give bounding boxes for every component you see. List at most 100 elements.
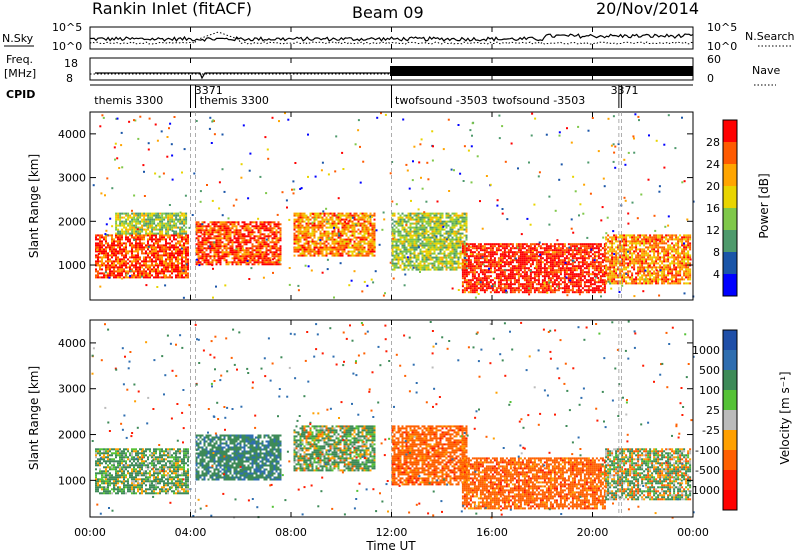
heatmap-cell	[491, 261, 494, 264]
heatmap-cell	[547, 271, 550, 274]
heatmap-cell	[223, 229, 226, 232]
heatmap-cell	[259, 233, 262, 236]
heatmap-cell	[541, 267, 544, 270]
heatmap-cell	[119, 262, 121, 265]
heatmap-cell	[365, 242, 368, 245]
heatmap-cell	[343, 228, 346, 231]
heatmap-cell	[531, 259, 534, 262]
heatmap-cell	[243, 261, 246, 264]
heatmap-cell	[229, 223, 232, 226]
heatmap-cell	[143, 272, 145, 275]
heatmap-cell	[167, 222, 170, 225]
heatmap-cell	[471, 287, 474, 290]
heatmap-cell	[583, 261, 586, 264]
heatmap-cell	[505, 261, 508, 264]
heatmap-cell	[507, 287, 510, 290]
heatmap-cell	[341, 244, 344, 247]
heatmap-cell	[437, 246, 440, 249]
heatmap-cell	[573, 247, 576, 250]
heatmap-cell	[565, 285, 568, 288]
heatmap-cell	[555, 263, 558, 266]
heatmap-cell	[321, 212, 324, 215]
heatmap-cell	[503, 283, 506, 286]
heatmap-cell	[183, 246, 185, 249]
heatmap-cell	[521, 251, 524, 254]
heatmap-cell	[539, 247, 542, 250]
heatmap-cell	[215, 239, 218, 242]
heatmap-cell	[183, 244, 185, 247]
heatmap-cell	[529, 275, 532, 278]
heatmap-cell	[425, 244, 428, 247]
heatmap-cell	[167, 258, 169, 261]
heatmap-cell	[131, 264, 133, 267]
heatmap-cell	[591, 291, 594, 294]
heatmap-cell	[573, 283, 576, 286]
heatmap-cell	[611, 280, 614, 283]
heatmap-cell	[329, 224, 332, 227]
heatmap-cell	[179, 216, 182, 219]
heatmap-cell	[481, 273, 484, 276]
heatmap-cell	[465, 255, 468, 258]
heatmap-cell	[509, 291, 512, 294]
heatmap-cell	[307, 244, 310, 247]
heatmap-cell	[299, 246, 302, 249]
heatmap-cell	[335, 234, 338, 237]
heatmap-cell	[509, 269, 512, 272]
heatmap-cell	[431, 256, 434, 259]
heatmap-cell	[241, 225, 244, 228]
heatmap-cell	[303, 226, 306, 229]
heatmap-cell	[307, 232, 310, 235]
heatmap-cell	[497, 247, 500, 250]
heatmap-cell	[477, 253, 480, 256]
heatmap-cell	[583, 257, 586, 260]
heatmap-cell	[217, 253, 220, 256]
heatmap-cell	[479, 279, 482, 282]
heatmap-cell	[235, 229, 238, 232]
heatmap-cell	[611, 240, 614, 243]
heatmap-cell	[563, 251, 566, 254]
heatmap-cell	[417, 212, 420, 215]
heatmap-cell	[265, 243, 268, 246]
heatmap-cell	[605, 280, 608, 283]
heatmap-cell	[455, 244, 458, 247]
heatmap-cell	[337, 240, 340, 243]
heatmap-cell	[337, 246, 340, 249]
heatmap-cell	[199, 225, 202, 228]
heatmap-cell	[225, 255, 228, 258]
heatmap-cell	[393, 228, 396, 231]
heatmap-cell	[461, 216, 464, 219]
heatmap-cell	[149, 270, 151, 273]
heatmap-cell	[547, 287, 550, 290]
heatmap-cell	[519, 249, 522, 252]
heatmap-cell	[199, 261, 202, 264]
heatmap-cell	[533, 281, 536, 284]
heatmap-cell	[519, 255, 522, 258]
heatmap-cell	[115, 274, 117, 277]
heatmap-cell	[369, 234, 372, 237]
heatmap-cell	[215, 223, 218, 226]
heatmap-cell	[579, 249, 582, 252]
heatmap-cell	[525, 289, 528, 292]
heatmap-cell	[461, 273, 464, 276]
heatmap-cell	[129, 220, 132, 223]
heatmap-cell	[577, 289, 580, 292]
heatmap-cell	[213, 255, 216, 258]
heatmap-cell	[275, 261, 278, 264]
heatmap-cell	[515, 243, 518, 246]
heatmap-cell	[419, 244, 422, 247]
heatmap-cell	[207, 247, 210, 250]
heatmap-cell	[247, 249, 250, 252]
heatmap-cell	[585, 249, 588, 252]
heatmap-cell	[177, 232, 180, 235]
heatmap-cell	[433, 264, 436, 267]
heatmap-cell	[613, 272, 616, 275]
heatmap-cell	[427, 238, 430, 241]
heatmap-cell	[525, 257, 528, 260]
heatmap-cell	[543, 251, 546, 254]
heatmap-cell	[419, 232, 422, 235]
heatmap-cell	[443, 262, 446, 265]
heatmap-cell	[509, 283, 512, 286]
heatmap-cell	[337, 252, 340, 255]
heatmap-cell	[603, 253, 606, 256]
